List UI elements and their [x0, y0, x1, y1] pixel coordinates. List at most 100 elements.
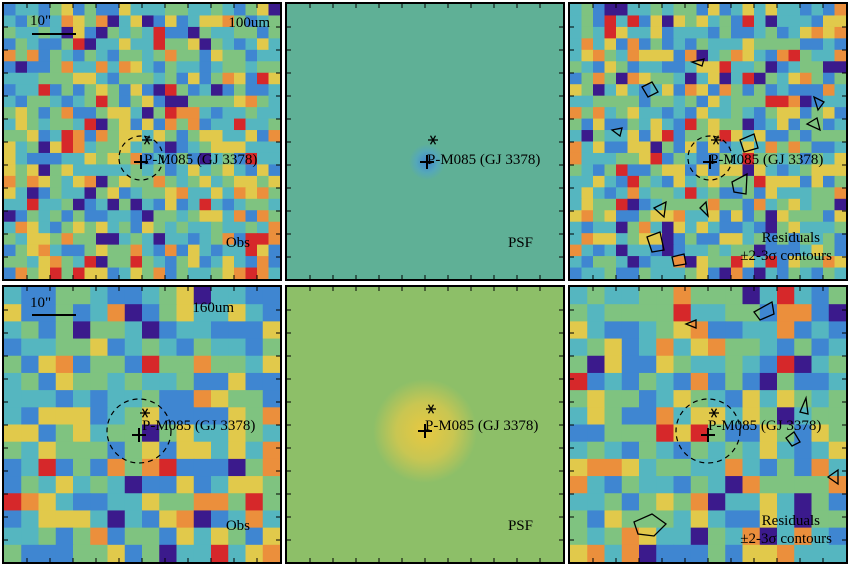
map-pixel: [73, 187, 86, 200]
map-pixel: [823, 198, 836, 211]
map-pixel: [84, 175, 97, 188]
map-pixel: [708, 221, 721, 234]
map-pixel: [800, 141, 813, 154]
map-pixel: [685, 164, 698, 177]
map-pixel: [777, 244, 790, 257]
map-pixel: [800, 267, 813, 279]
map-pixel: [616, 221, 629, 234]
map-pixel: [245, 84, 258, 97]
map-pixel: [211, 164, 224, 177]
map-pixel: [257, 267, 270, 279]
map-pixel: [570, 38, 583, 51]
map-pixel: [4, 510, 22, 529]
map-pixel: [61, 61, 74, 74]
map-pixel: [690, 527, 709, 546]
map-pixel: [834, 233, 846, 246]
map-pixel: [742, 233, 755, 246]
map-pixel: [650, 38, 663, 51]
map-pixel: [153, 38, 166, 51]
residual-map-160um: [570, 287, 846, 562]
map-pixel: [245, 152, 258, 166]
map-pixel: [176, 107, 189, 120]
map-pixel: [142, 476, 160, 494]
map-pixel: [604, 187, 617, 200]
map-pixel: [188, 4, 201, 17]
map-pixel: [708, 544, 726, 562]
map-pixel: [696, 15, 709, 28]
map-pixel: [662, 26, 675, 39]
map-pixel: [811, 267, 824, 279]
map-pixel: [257, 26, 270, 39]
map-pixel: [570, 198, 583, 211]
map-pixel: [262, 321, 280, 340]
map-pixel: [765, 233, 778, 246]
map-pixel: [142, 441, 160, 460]
map-pixel: [107, 527, 126, 546]
map-pixel: [800, 61, 813, 74]
map-pixel: [673, 164, 686, 177]
map-pixel: [4, 198, 17, 211]
map-pixel: [21, 458, 40, 477]
map-pixel: [685, 210, 698, 223]
map-pixel: [55, 338, 74, 357]
map-pixel: [788, 49, 801, 62]
map-pixel: [84, 107, 97, 120]
map-pixel: [811, 49, 824, 62]
map-pixel: [38, 84, 51, 97]
map-pixel: [50, 210, 63, 223]
map-pixel: [754, 107, 767, 120]
map-pixel: [73, 84, 86, 97]
map-pixel: [96, 95, 109, 108]
map-pixel: [268, 38, 280, 51]
map-pixel: [130, 130, 143, 143]
map-pixel: [788, 198, 801, 211]
map-pixel: [50, 130, 63, 143]
map-pixel: [570, 527, 588, 546]
map-pixel: [90, 544, 109, 562]
map-pixel: [823, 210, 836, 223]
map-pixel: [593, 267, 606, 279]
map-pixel: [794, 458, 813, 477]
map-pixel: [627, 210, 640, 223]
map-pixel: [708, 424, 726, 443]
map-pixel: [4, 407, 22, 426]
map-pixel: [245, 187, 258, 200]
map-pixel: [650, 256, 663, 269]
map-pixel: [153, 256, 166, 269]
map-pixel: [222, 187, 235, 200]
map-pixel: [800, 26, 813, 39]
map-pixel: [656, 424, 675, 443]
map-pixel: [199, 175, 212, 188]
map-pixel: [153, 49, 166, 62]
map-pixel: [165, 118, 178, 131]
map-pixel: [604, 130, 617, 143]
map-pixel: [639, 95, 652, 108]
map-pixel: [570, 118, 583, 131]
map-pixel: [4, 321, 22, 340]
map-pixel: [222, 175, 235, 188]
map-pixel: [130, 26, 143, 39]
map-pixel: [176, 407, 195, 426]
map-pixel: [234, 175, 247, 188]
map-pixel: [777, 152, 790, 166]
map-pixel: [834, 187, 846, 200]
map-pixel: [21, 544, 40, 562]
map-pixel: [84, 141, 97, 154]
map-pixel: [731, 4, 744, 17]
map-pixel: [245, 95, 258, 108]
map-pixel: [107, 458, 126, 477]
map-pixel: [754, 15, 767, 28]
map-pixel: [211, 244, 224, 257]
map-pixel: [754, 61, 767, 74]
map-pixel: [4, 26, 17, 39]
map-pixel: [142, 72, 155, 85]
map-pixel: [73, 527, 91, 546]
map-pixel: [119, 256, 132, 269]
map-pixel: [107, 372, 126, 391]
map-pixel: [27, 72, 40, 85]
map-pixel: [27, 38, 40, 51]
map-pixel: [570, 15, 583, 28]
map-pixel: [639, 527, 657, 546]
map-pixel: [211, 141, 224, 154]
map-pixel: [616, 107, 629, 120]
